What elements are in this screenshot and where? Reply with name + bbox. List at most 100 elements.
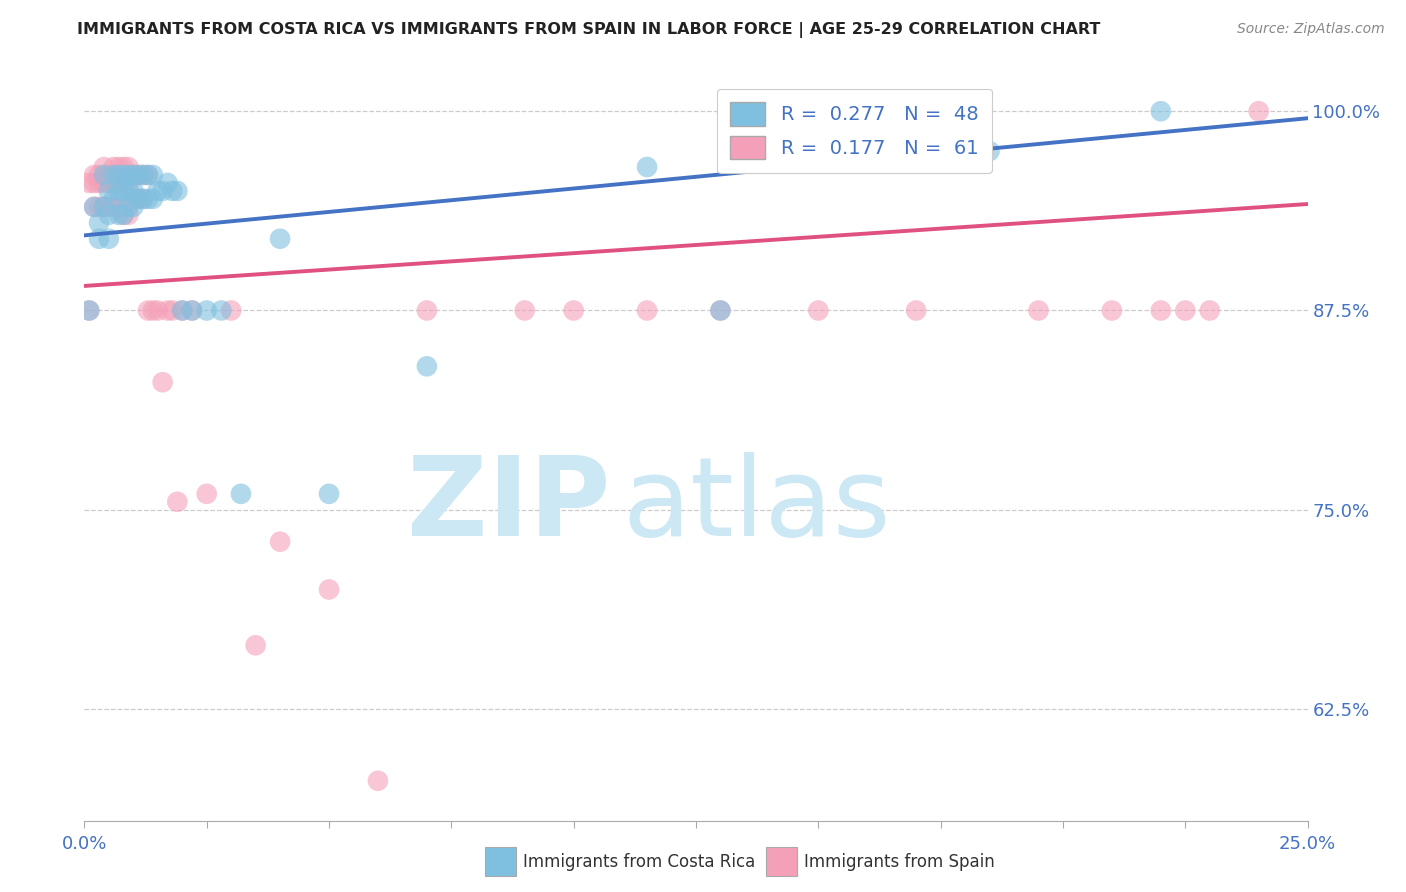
Point [127,168,149,182]
Point [117,208,139,222]
Point [112,168,135,182]
Point [181,303,204,318]
Point [87,200,110,214]
Point [77,176,100,190]
Point [107,200,129,214]
Point [107,168,129,182]
Point [636,303,658,318]
Text: atlas: atlas [623,452,891,559]
Point [219,303,242,318]
Point [166,184,188,198]
Point [416,359,439,374]
Point [132,192,155,206]
Point [93,176,115,190]
Point [117,184,139,198]
Point [1247,104,1270,119]
Point [162,184,184,198]
Point [87,176,110,190]
Point [136,192,159,206]
Point [195,487,218,501]
Point [416,303,439,318]
Point [103,192,125,206]
FancyBboxPatch shape [766,847,797,876]
Point [1101,303,1123,318]
Point [636,160,658,174]
Point [142,303,165,318]
Point [83,200,105,214]
Point [269,534,291,549]
Point [87,232,110,246]
Point [97,208,120,222]
Point [83,176,105,190]
Point [367,773,389,788]
Point [122,200,145,214]
Text: Source: ZipAtlas.com: Source: ZipAtlas.com [1237,22,1385,37]
Point [93,160,115,174]
Point [172,303,194,318]
Point [245,638,267,652]
Point [136,303,159,318]
Point [97,176,120,190]
Point [112,184,135,198]
Point [162,303,184,318]
Legend: R =  0.277   N =  48, R =  0.177   N =  61: R = 0.277 N = 48, R = 0.177 N = 61 [717,88,993,173]
FancyBboxPatch shape [485,847,516,876]
Point [107,176,129,190]
Point [87,168,110,182]
Point [229,487,252,501]
Point [142,168,165,182]
Point [97,200,120,214]
Point [146,184,169,198]
Point [152,376,174,390]
Point [146,303,169,318]
Point [112,176,135,190]
Point [97,184,120,198]
Point [103,160,125,174]
Point [136,168,159,182]
Point [93,200,115,214]
Point [209,303,232,318]
Point [156,303,179,318]
Point [318,582,340,597]
Point [1150,303,1173,318]
Point [77,303,100,318]
Point [112,208,135,222]
Point [1028,303,1050,318]
Point [156,176,179,190]
Point [1150,104,1173,119]
Point [142,192,165,206]
Point [107,184,129,198]
Point [103,168,125,182]
Point [117,160,139,174]
Point [122,168,145,182]
Point [122,168,145,182]
Point [905,303,928,318]
Point [709,303,731,318]
Point [562,303,585,318]
Point [181,303,204,318]
Point [513,303,536,318]
Point [122,192,145,206]
Point [132,168,155,182]
Point [318,487,340,501]
Point [117,200,139,214]
Point [103,176,125,190]
Point [166,495,188,509]
Point [97,232,120,246]
Point [93,168,115,182]
Point [93,200,115,214]
Point [807,303,830,318]
Point [709,303,731,318]
Point [77,303,100,318]
Point [103,200,125,214]
Text: ZIP: ZIP [406,452,610,559]
Point [132,168,155,182]
Point [172,303,194,318]
Point [195,303,218,318]
Point [117,168,139,182]
Point [1174,303,1197,318]
Text: Immigrants from Costa Rica: Immigrants from Costa Rica [523,853,755,871]
Point [107,160,129,174]
Point [117,176,139,190]
Point [136,168,159,182]
